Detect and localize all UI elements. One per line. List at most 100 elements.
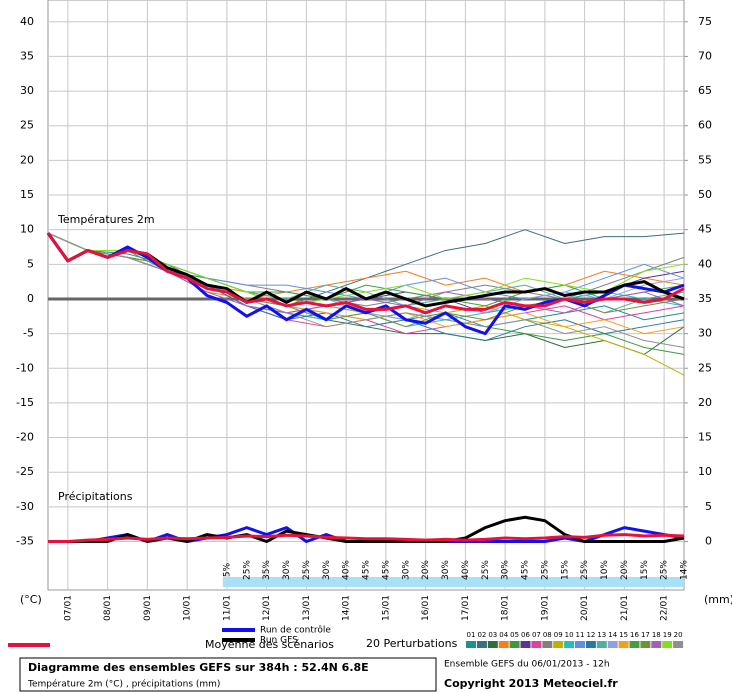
y-tick-label: -30 <box>16 500 34 513</box>
y2-tick-label: 40 <box>698 257 712 270</box>
y-tick-label: 30 <box>20 84 34 97</box>
x-tick-label: 15/01 <box>381 595 391 621</box>
probability-label: 20% <box>620 560 630 580</box>
y2-tick-label: 20 <box>698 396 712 409</box>
lines <box>46 229 685 543</box>
footer-copyright: Copyright 2013 Meteociel.fr <box>444 677 618 690</box>
temperature-line <box>46 232 685 315</box>
perturbation-label: 20 Perturbations <box>366 637 458 650</box>
y-tick-label: 20 <box>20 153 34 166</box>
x-tick-label: 13/01 <box>302 595 312 621</box>
legend-chip <box>509 641 520 648</box>
x-tick-label: 21/01 <box>620 595 630 621</box>
probability-label: 14% <box>680 560 690 580</box>
legend-chip-label: 07 <box>532 631 541 639</box>
footer-subtitle: Température 2m (°C) , précipitations (mm… <box>27 679 220 690</box>
x-tick-label: 08/01 <box>103 595 113 621</box>
legend-chip-label: 09 <box>554 631 563 639</box>
legend-chip-label: 17 <box>641 631 650 639</box>
y-tick-label: 0 <box>27 292 34 305</box>
legend-chip <box>618 641 629 648</box>
y2-tick-label: 65 <box>698 84 712 97</box>
y-unit: (°C) <box>20 593 42 606</box>
probability-label: 25% <box>481 560 491 580</box>
probability-label: 20% <box>421 560 431 580</box>
legend-label: Run de contrôle <box>260 625 331 636</box>
probability-label: 30% <box>401 560 411 580</box>
legend-chip-label: 01 <box>467 631 476 639</box>
probability-label: 45% <box>521 560 531 580</box>
probability-label: 15% <box>560 560 570 580</box>
x-tick-label: 20/01 <box>580 595 590 621</box>
legend-chip <box>553 641 564 648</box>
legend-chip-label: 20 <box>674 631 683 639</box>
y-tick-label: -10 <box>16 361 34 374</box>
probability-label: 45% <box>362 560 372 580</box>
y2-tick-label: 25 <box>698 361 712 374</box>
probability-label: 25% <box>302 560 312 580</box>
y2-tick-label: 30 <box>698 327 712 340</box>
y-tick-label: 15 <box>20 188 34 201</box>
probability-label: 25% <box>580 560 590 580</box>
legend-chip <box>498 641 509 648</box>
y2-tick-label: 55 <box>698 153 712 166</box>
legend-chip <box>564 641 575 648</box>
legend-chip-label: 11 <box>576 631 585 639</box>
probability-label: 35% <box>262 560 272 580</box>
probability-label: 40% <box>461 560 471 580</box>
legend-chip <box>596 641 607 648</box>
legend-chip <box>585 641 596 648</box>
legend-chip <box>542 641 553 648</box>
y-tick-label: 35 <box>20 49 34 62</box>
probability-label: 10% <box>600 560 610 580</box>
probability-label: 25% <box>660 560 670 580</box>
precipitation-label: Précipitations <box>58 490 133 503</box>
y2-tick-label: 75 <box>698 15 712 28</box>
y2-tick-label: 35 <box>698 292 712 305</box>
y-tick-label: 40 <box>20 15 34 28</box>
y2-tick-label: 60 <box>698 119 712 132</box>
y2-tick-label: 5 <box>705 500 712 513</box>
legend-chip <box>640 641 651 648</box>
legend-chip-label: 05 <box>510 631 519 639</box>
x-tick-label: 09/01 <box>143 595 153 621</box>
legend-chip-label: 10 <box>565 631 574 639</box>
probability-label: 5% <box>222 562 232 577</box>
legend-chip-label: 08 <box>543 631 552 639</box>
y2-tick-label: 15 <box>698 431 712 444</box>
legend-chip <box>476 641 487 648</box>
x-tick-label: 17/01 <box>461 595 471 621</box>
legend-chip-label: 02 <box>477 631 486 639</box>
probability-label: 15% <box>640 560 650 580</box>
legend-chip-label: 16 <box>630 631 639 639</box>
y2-tick-label: 10 <box>698 465 712 478</box>
legend-chip <box>673 641 684 648</box>
y2-tick-label: 50 <box>698 188 712 201</box>
y2-tick-label: 0 <box>705 534 712 547</box>
y-tick-label: 10 <box>20 223 34 236</box>
y-tick-label: -5 <box>23 327 34 340</box>
x-tick-label: 10/01 <box>183 595 193 621</box>
temperature-line <box>46 232 685 336</box>
legend-chip-label: 04 <box>499 631 508 639</box>
y-tick-label: 25 <box>20 119 34 132</box>
temperature-label: Températures 2m <box>57 213 155 226</box>
x-tick-label: 07/01 <box>63 595 73 621</box>
x-tick-label: 18/01 <box>501 595 511 621</box>
footer-box <box>19 657 437 692</box>
legend-chip-label: 06 <box>521 631 530 639</box>
legend-chip <box>662 641 673 648</box>
legend-label: Run GFS <box>260 636 298 646</box>
probability-label: 30% <box>441 560 451 580</box>
precipitation-line <box>48 533 685 543</box>
x-tick-label: 11/01 <box>222 595 232 621</box>
x-tick-label: 16/01 <box>421 595 431 621</box>
footer-run: Ensemble GEFS du 06/01/2013 - 12h <box>444 660 610 670</box>
legend-chip-label: 18 <box>652 631 661 639</box>
footer-title: Diagramme des ensembles GEFS sur 384h : … <box>28 661 369 674</box>
legend-chip <box>531 641 542 648</box>
y-tick-label: 5 <box>27 257 34 270</box>
legend-chip-label: 14 <box>608 631 617 639</box>
y-tick-label: -15 <box>16 396 34 409</box>
